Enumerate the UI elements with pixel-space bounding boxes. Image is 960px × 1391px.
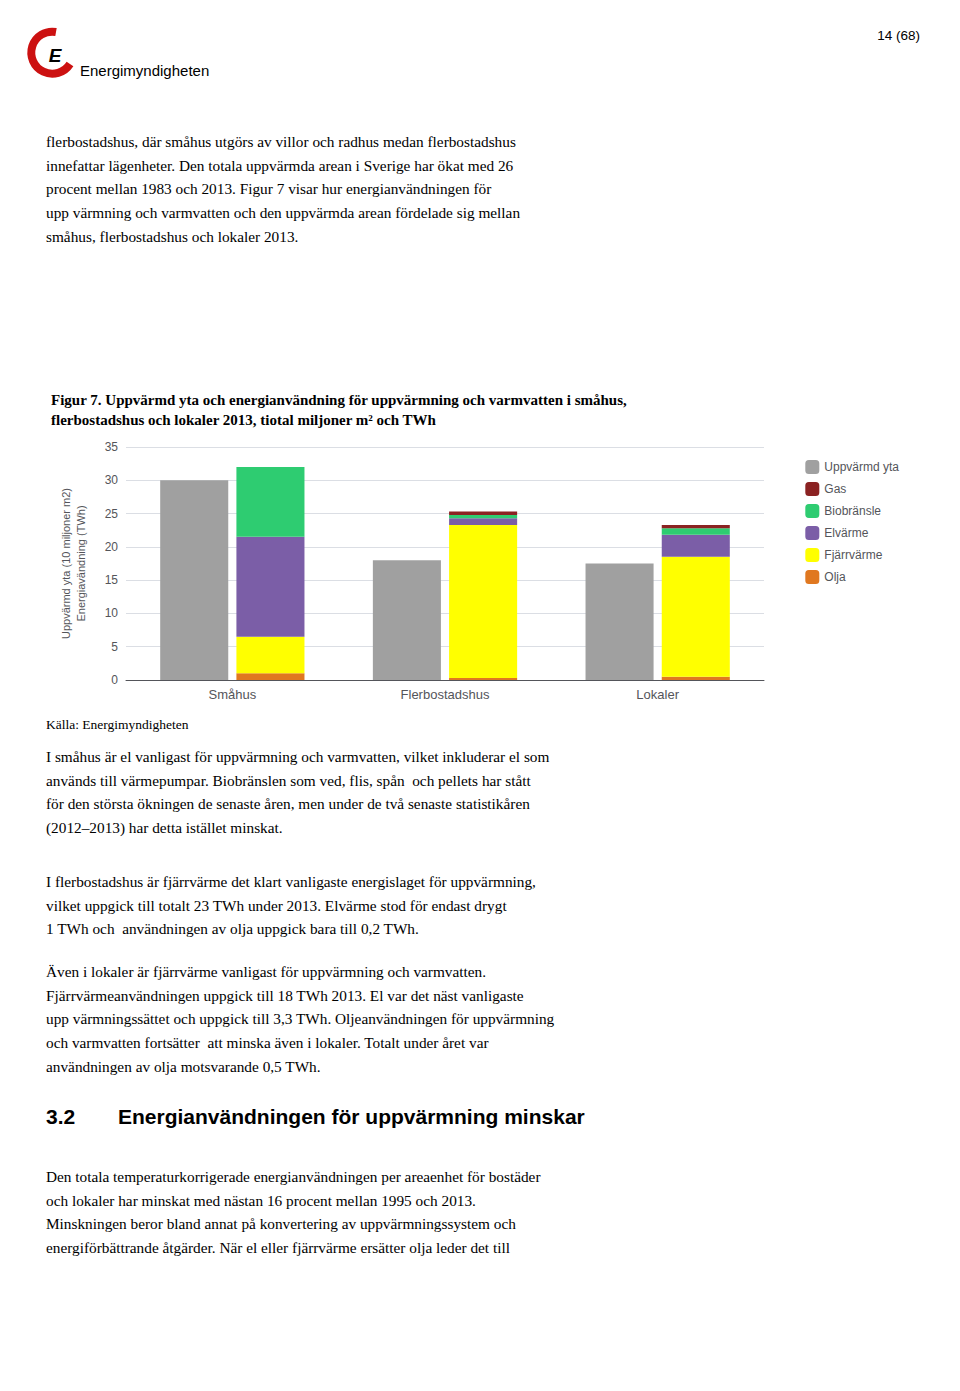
svg-text:20: 20 xyxy=(105,540,119,554)
html-text:flerbostadshus, där småhus utg: flerbostadshus, där småhus utgörs av vil… xyxy=(46,133,520,245)
html-text:Energimyndigheten: Energimyndigheten xyxy=(80,62,210,79)
svg-text:25: 25 xyxy=(105,507,119,521)
html-text:Den totala temperaturkorrigera: Den totala temperaturkorrigerade energia… xyxy=(46,1168,541,1257)
svg-text:Uppvärmd yta: Uppvärmd yta xyxy=(824,460,899,474)
svg-text:Lokaler: Lokaler xyxy=(636,687,679,702)
html-text:Även i lokaler är fjärrvärme v: Även i lokaler är fjärrvärme vanligast f… xyxy=(46,963,555,1075)
svg-text:35: 35 xyxy=(105,440,119,454)
html-text:I flerbostadshus är fjärrvärme: I flerbostadshus är fjärrvärme det klart… xyxy=(46,873,536,938)
html-text:14 (68): 14 (68) xyxy=(877,28,920,43)
svg-text:Uppvärmd yta (10 miljoner m2): Uppvärmd yta (10 miljoner m2) xyxy=(60,488,72,639)
svg-text:30: 30 xyxy=(105,473,119,487)
svg-text:15: 15 xyxy=(105,573,119,587)
svg-text:Flerbostadshus: Flerbostadshus xyxy=(401,687,490,702)
svg-text:E: E xyxy=(49,45,63,66)
svg-text:Fjärrvärme: Fjärrvärme xyxy=(824,548,882,562)
html-text:3.2: 3.2 xyxy=(46,1105,76,1128)
svg-text:10: 10 xyxy=(105,606,119,620)
svg-text:flerbostadshus och lokaler 201: flerbostadshus och lokaler 2013, tiotal … xyxy=(51,412,437,428)
svg-text:Elvärme: Elvärme xyxy=(824,526,868,540)
svg-text:Biobränsle: Biobränsle xyxy=(824,504,881,518)
svg-text:Småhus: Småhus xyxy=(208,687,256,702)
svg-text:0: 0 xyxy=(111,673,118,687)
html-text:I småhus är el vanligast för u: I småhus är el vanligast för uppvärmning… xyxy=(46,748,550,837)
svg-text:Olja: Olja xyxy=(824,570,846,584)
html-text:Källa: Energimyndigheten: Källa: Energimyndigheten xyxy=(46,717,189,732)
svg-text:5: 5 xyxy=(111,640,118,654)
svg-text:Energiavändning (TWh): Energiavändning (TWh) xyxy=(75,505,87,621)
html-text:Energianvändningen för uppvärm: Energianvändningen för uppvärmning minsk… xyxy=(118,1105,585,1128)
svg-text:Gas: Gas xyxy=(824,482,846,496)
svg-text:Figur 7. Uppvärmd yta och ener: Figur 7. Uppvärmd yta och energianvändni… xyxy=(51,392,627,408)
